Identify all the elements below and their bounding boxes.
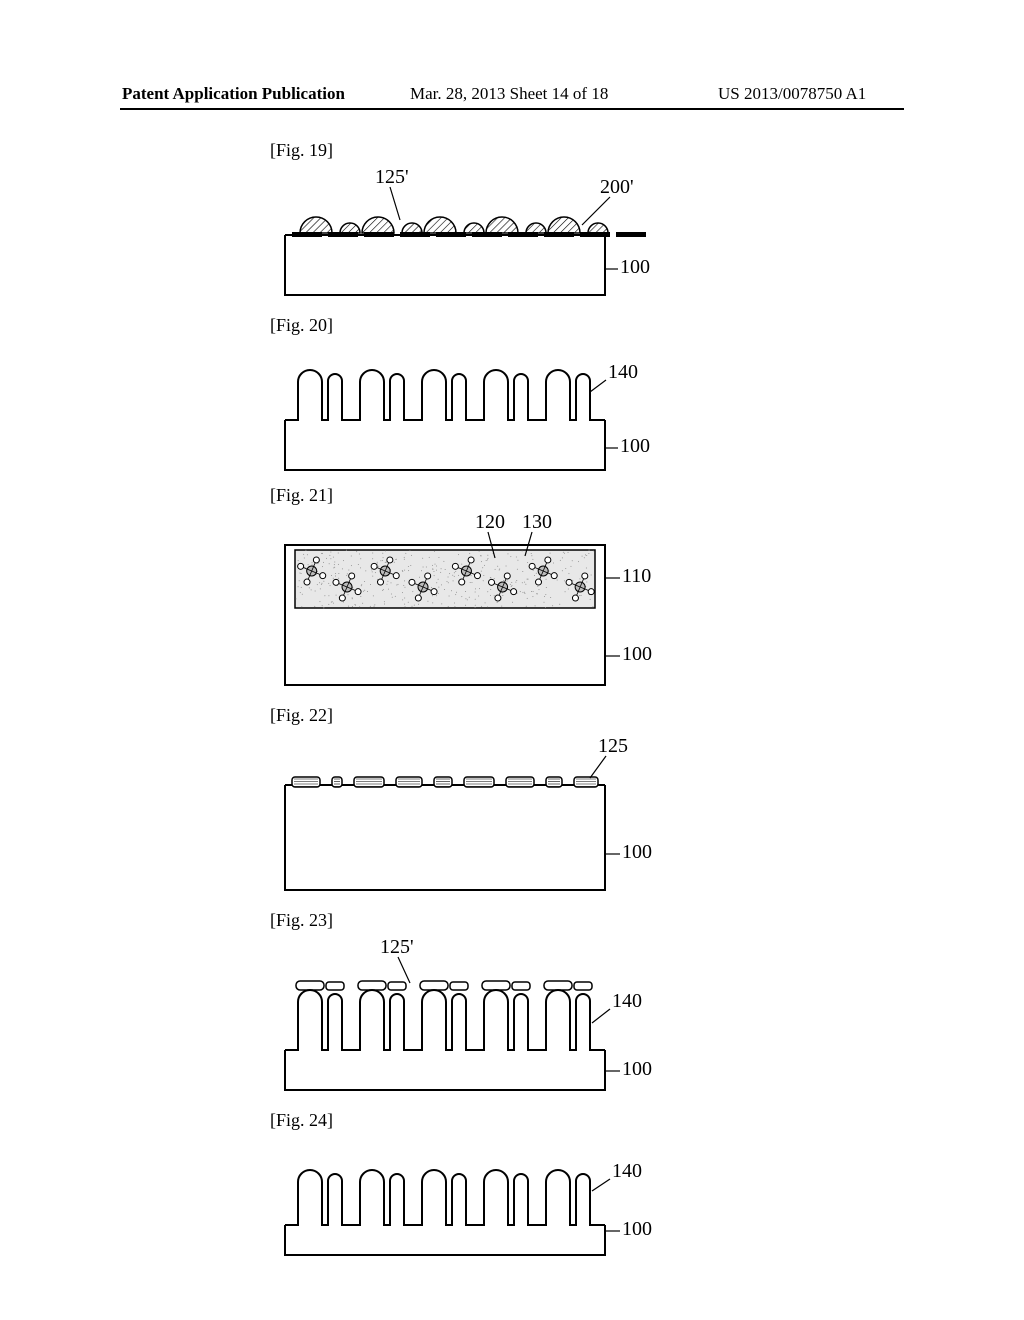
header-right: US 2013/0078750 A1 (718, 84, 866, 104)
figure-fig19: [Fig. 19] 125' 200' 100 (260, 140, 740, 305)
figure-label: [Fig. 23] (270, 910, 740, 931)
figure-label: [Fig. 20] (270, 315, 740, 336)
figure-fig23: [Fig. 23] 125' 140 100 (260, 910, 740, 1100)
svg-text:100: 100 (622, 1058, 652, 1080)
svg-text:100: 100 (620, 435, 650, 457)
header-mid: Mar. 28, 2013 Sheet 14 of 18 (410, 84, 608, 104)
figure-label: [Fig. 24] (270, 1110, 740, 1131)
figure-label: [Fig. 19] (270, 140, 740, 161)
header-left: Patent Application Publication (122, 84, 345, 104)
figures-container: [Fig. 19]125'200'100[Fig. 20]140100[Fig.… (260, 140, 740, 1275)
figure-svg: 125' 140 100 (260, 935, 680, 1100)
figure-svg: 140 100 (260, 1135, 680, 1265)
svg-text:140: 140 (612, 990, 642, 1012)
figure-fig22: [Fig. 22] 125 100 (260, 705, 740, 900)
figure-fig21: [Fig. 21] 120 130 110 100 (260, 485, 740, 695)
svg-text:125': 125' (380, 936, 414, 958)
svg-text:100: 100 (620, 256, 650, 278)
svg-text:100: 100 (622, 1218, 652, 1240)
svg-text:140: 140 (608, 361, 638, 383)
figure-fig20: [Fig. 20] 140 100 (260, 315, 740, 475)
figure-svg: 140 100 (260, 340, 680, 475)
svg-text:100: 100 (622, 841, 652, 863)
svg-text:120: 120 (475, 511, 505, 533)
svg-text:130: 130 (522, 511, 552, 533)
svg-text:200': 200' (600, 176, 634, 198)
figure-svg: 120 130 110 100 (260, 510, 680, 695)
svg-text:100: 100 (622, 643, 652, 665)
svg-text:125: 125 (598, 735, 628, 757)
figure-svg: 125' 200' 100 (260, 165, 680, 305)
svg-text:110: 110 (622, 565, 651, 587)
header-rule (120, 108, 904, 110)
figure-fig24: [Fig. 24] 140 100 (260, 1110, 740, 1265)
figure-label: [Fig. 22] (270, 705, 740, 726)
figure-label: [Fig. 21] (270, 485, 740, 506)
figure-svg: 125 100 (260, 730, 680, 900)
svg-text:125': 125' (375, 166, 409, 188)
svg-text:140: 140 (612, 1160, 642, 1182)
